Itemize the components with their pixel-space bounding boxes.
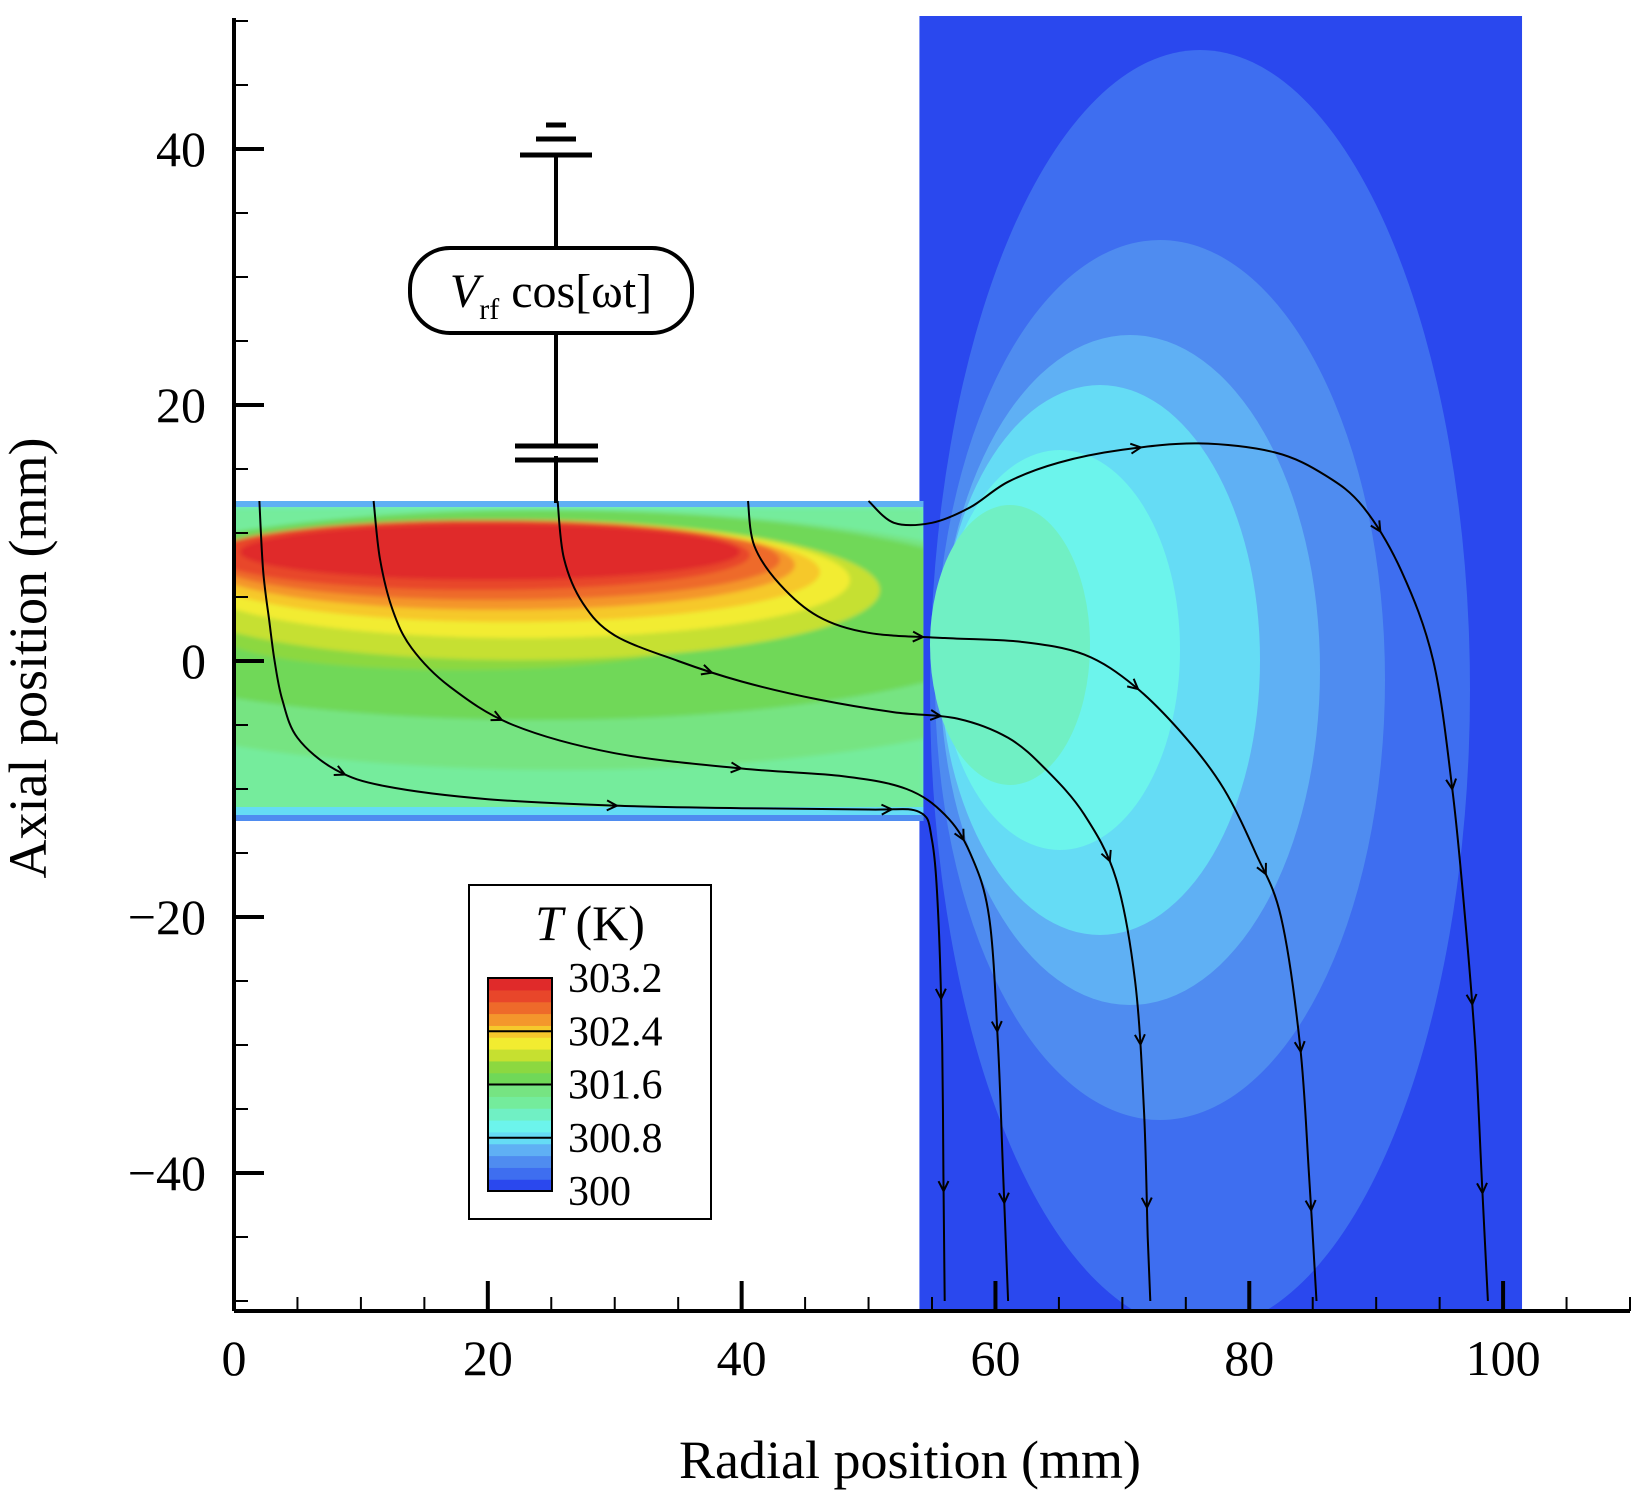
colorbar-swatch bbox=[488, 989, 552, 1003]
streamline bbox=[556, 500, 1152, 1302]
rf-source-box bbox=[408, 246, 694, 335]
streamline-arrow bbox=[934, 988, 947, 1002]
y-tick-label: −40 bbox=[128, 1145, 206, 1201]
y-tick-label: 40 bbox=[156, 121, 206, 177]
rf-source-symbol: Vrf cos[ωt] bbox=[408, 122, 694, 503]
streamlines bbox=[258, 442, 1489, 1302]
streamline-arrow bbox=[490, 710, 504, 722]
legend-title: T (K) bbox=[535, 895, 645, 951]
streamline-arrow bbox=[700, 664, 715, 676]
x-tick-label: 20 bbox=[463, 1330, 513, 1386]
rf-source-label: Vrf cos[ωt] bbox=[450, 265, 652, 326]
colorbar-swatch bbox=[488, 1108, 552, 1121]
colorbar-swatch bbox=[488, 1049, 552, 1062]
streamline-arrow bbox=[1476, 1182, 1488, 1196]
colorbar-labels: 303.2 302.4 301.6 300.8 300 bbox=[488, 956, 663, 1215]
streamline-arrow bbox=[1126, 678, 1140, 691]
colorbar-swatch bbox=[488, 1001, 552, 1015]
x-tick-label: 40 bbox=[717, 1330, 767, 1386]
colorbar-tick-label: 300.8 bbox=[568, 1116, 663, 1162]
y-axis-title: Axial position (mm) bbox=[0, 438, 58, 879]
streamline bbox=[747, 500, 1318, 1302]
colorbar-swatch bbox=[488, 1072, 552, 1086]
colorbar-swatch bbox=[488, 1013, 552, 1026]
streamline-arrow bbox=[953, 828, 965, 842]
streamline-arrow bbox=[1100, 849, 1112, 864]
streamline-arrow bbox=[730, 761, 744, 774]
colorbar-tick-label: 301.6 bbox=[568, 1063, 663, 1109]
colorbar-tick-label: 302.4 bbox=[568, 1009, 663, 1055]
y-tick-label: 0 bbox=[181, 633, 206, 689]
streamline-arrow bbox=[937, 1180, 950, 1194]
streamline-arrow bbox=[333, 765, 347, 777]
temperature-field bbox=[234, 16, 1523, 1311]
contour-band bbox=[930, 505, 1090, 785]
streamline-arrow bbox=[881, 803, 894, 816]
colorbar-swatch bbox=[488, 978, 552, 991]
colorbar-swatch bbox=[488, 1084, 552, 1097]
axes: −40 −20 0 20 40 0 20 40 60 80 100 bbox=[128, 18, 1631, 1386]
y-tick-label: 20 bbox=[156, 377, 206, 433]
colorbar-swatch bbox=[488, 1096, 552, 1109]
colorbar-swatch bbox=[488, 1179, 552, 1192]
streamline-arrow bbox=[929, 709, 943, 721]
streamline-arrow bbox=[1134, 1033, 1146, 1047]
x-tick-label: 80 bbox=[1224, 1330, 1274, 1386]
colorbar-swatch bbox=[488, 1120, 552, 1133]
streamline bbox=[372, 500, 1010, 1302]
x-tick-label: 0 bbox=[222, 1330, 247, 1386]
colorbar-swatch bbox=[488, 1143, 552, 1157]
colorbar-tick-label: 303.2 bbox=[568, 956, 663, 1002]
streamline-arrow bbox=[606, 799, 620, 812]
x-tick-label: 60 bbox=[970, 1330, 1020, 1386]
streamline-arrow bbox=[1293, 1040, 1306, 1054]
streamline-arrow bbox=[998, 1192, 1010, 1206]
colorbar-swatch bbox=[488, 1060, 552, 1074]
x-axis-title: Radial position (mm) bbox=[679, 1430, 1141, 1490]
x-tick-label: 100 bbox=[1466, 1330, 1541, 1386]
colorbar-swatch bbox=[488, 1155, 552, 1168]
streamline-arrow bbox=[1445, 778, 1457, 792]
streamline-arrow bbox=[1304, 1199, 1317, 1213]
streamline-arrow bbox=[1370, 520, 1382, 534]
chamber-field bbox=[919, 16, 1523, 1311]
streamline-arrow bbox=[1256, 862, 1267, 877]
streamline-arrow bbox=[1465, 993, 1478, 1007]
streamline-arrow bbox=[1140, 1197, 1153, 1210]
streamline-arrow bbox=[912, 630, 926, 643]
channel-field bbox=[234, 501, 924, 821]
colorbar-legend: T (K) 303.2 302.4 301.6 300.8 300 bbox=[468, 884, 712, 1220]
colorbar-swatch bbox=[488, 1037, 552, 1050]
y-tick-label: −20 bbox=[128, 889, 206, 945]
streamline-arrow bbox=[990, 1020, 1003, 1034]
colorbar-swatch bbox=[488, 1167, 552, 1180]
colorbar-tick-label: 300 bbox=[568, 1169, 631, 1215]
streamline-arrow bbox=[1129, 442, 1144, 455]
